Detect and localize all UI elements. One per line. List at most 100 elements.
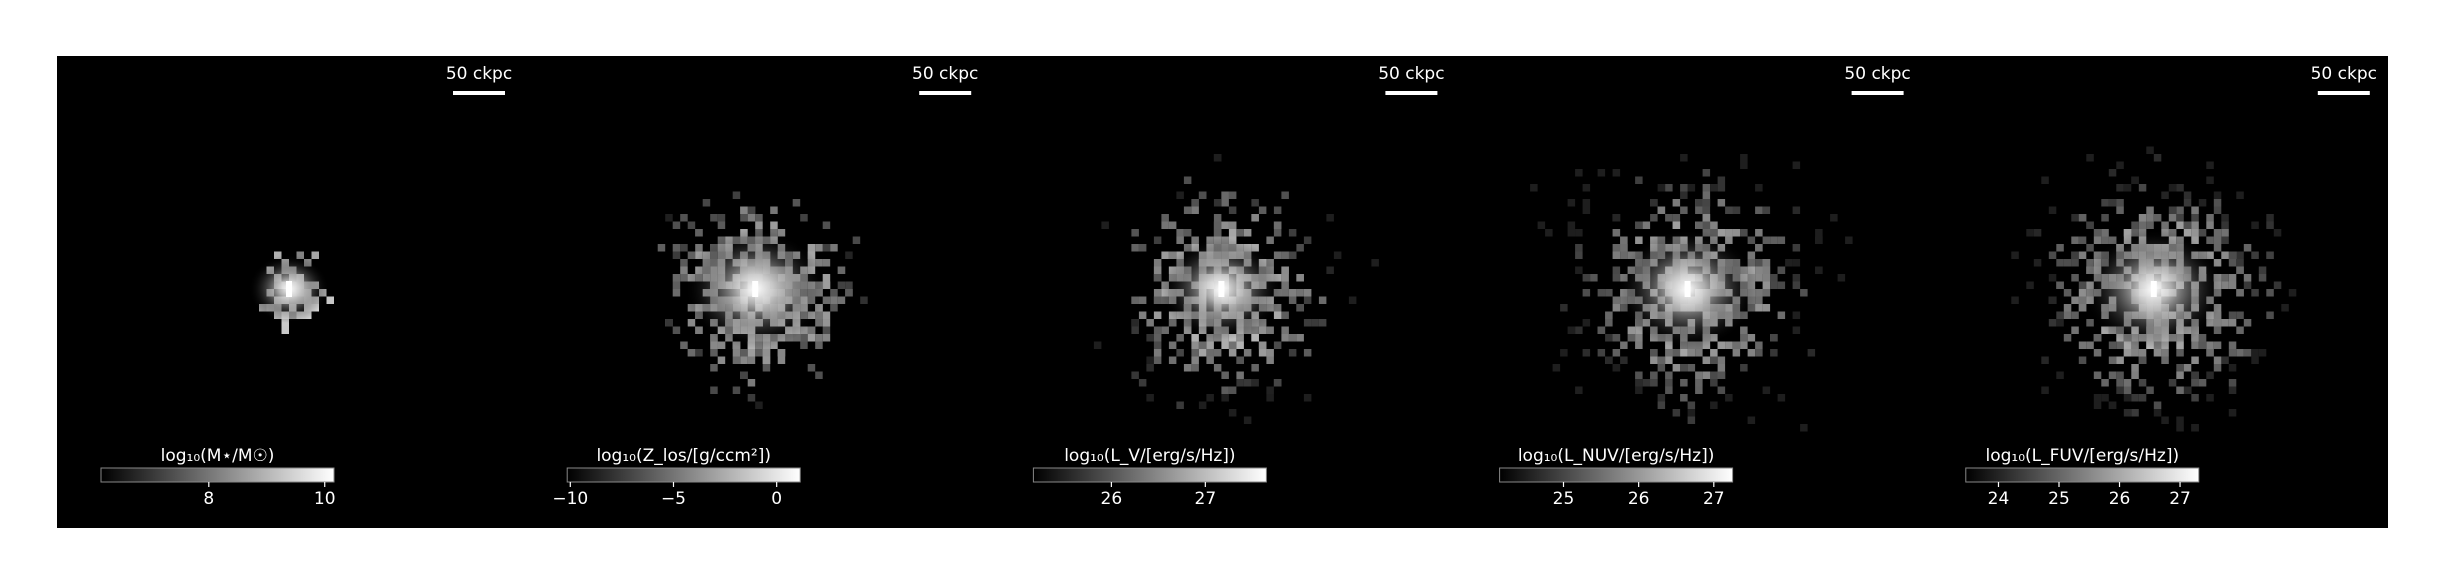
- pixel: [2101, 229, 2109, 237]
- pixel: [1221, 191, 1229, 199]
- pixel: [2086, 319, 2094, 327]
- pixel: [1281, 334, 1289, 342]
- pixel: [1303, 289, 1312, 297]
- colorbar-tick-label: 0: [771, 489, 782, 509]
- pixel: [1650, 371, 1658, 379]
- pixel: [2213, 206, 2222, 214]
- pixel: [1717, 176, 1726, 184]
- pixel: [2183, 191, 2192, 199]
- pixel: [1680, 379, 1688, 387]
- pixel: [680, 214, 688, 222]
- pixel: [1168, 319, 1177, 327]
- pixel: [755, 214, 763, 222]
- pixel: [2236, 349, 2244, 357]
- scale-bar: [453, 91, 505, 95]
- pixel: [770, 221, 778, 229]
- pixel: [2116, 199, 2124, 207]
- pixel: [1213, 199, 1222, 207]
- pixel: [2236, 259, 2244, 267]
- pixel: [1582, 274, 1591, 282]
- colorbar-tick-label: 24: [1988, 489, 2010, 509]
- pixel: [1251, 199, 1259, 207]
- pixel: [1221, 199, 1229, 207]
- pixel: [1146, 319, 1154, 327]
- pixel: [2056, 311, 2064, 319]
- pixel: [1710, 379, 1718, 387]
- pixel: [1198, 401, 1207, 409]
- pixel: [2183, 364, 2192, 372]
- pixel: [1755, 244, 1763, 252]
- pixel: [1650, 379, 1658, 387]
- pixel: [732, 356, 741, 364]
- pixel: [1695, 206, 1703, 214]
- colorbar-tick-label: 25: [1553, 489, 1575, 509]
- pixel: [1168, 251, 1177, 259]
- pixel: [2213, 229, 2222, 237]
- pixel: [1138, 311, 1147, 319]
- pixel: [1198, 191, 1207, 199]
- pixel: [1153, 356, 1162, 364]
- pixel: [1612, 349, 1621, 357]
- pixel: [1131, 244, 1139, 252]
- pixel: [695, 244, 703, 252]
- pixel: [2116, 386, 2124, 394]
- pixel: [1161, 221, 1169, 229]
- pixel: [2228, 379, 2237, 387]
- colorbar-label: log₁₀(M⋆/M☉): [161, 446, 275, 466]
- pixel: [1101, 221, 1109, 229]
- pixel: [680, 341, 688, 349]
- pixel: [740, 371, 748, 379]
- pixel: [1680, 154, 1688, 162]
- pixel: [2206, 214, 2214, 222]
- pixel: [1762, 236, 1771, 244]
- pixel: [2063, 311, 2072, 319]
- pixel: [680, 244, 688, 252]
- pixel: [1702, 184, 1711, 192]
- pixel: [732, 191, 741, 199]
- pixel: [1777, 311, 1786, 319]
- pixel: [762, 349, 771, 357]
- pixel: [1131, 229, 1139, 237]
- colorbar-tick-label: 10: [314, 489, 336, 509]
- pixel: [2251, 221, 2259, 229]
- pixel: [777, 229, 786, 237]
- pixel: [1281, 266, 1289, 274]
- pixel: [1236, 356, 1244, 364]
- pixel: [2101, 236, 2109, 244]
- pixel: [1687, 184, 1696, 192]
- pixel: [1710, 371, 1718, 379]
- pixel: [1747, 334, 1756, 342]
- scale-bar-label: 50 ckpc: [1844, 64, 1910, 84]
- pixel: [1138, 244, 1147, 252]
- pixel: [2123, 379, 2132, 387]
- pixel: [1168, 221, 1177, 229]
- pixel: [1612, 214, 1621, 222]
- pixel: [1228, 349, 1237, 357]
- pixel: [2228, 274, 2237, 282]
- pixel: [837, 266, 846, 274]
- scale-bar: [1851, 91, 1904, 95]
- pixel: [2123, 386, 2132, 394]
- pixel: [1672, 221, 1681, 229]
- pixel: [710, 349, 718, 357]
- pixel: [1288, 229, 1297, 237]
- pixel: [281, 326, 289, 334]
- pixel: [2116, 341, 2124, 349]
- pixel: [2221, 281, 2229, 289]
- pixel: [1273, 251, 1282, 259]
- pixel: [1221, 371, 1229, 379]
- pixel: [1288, 296, 1297, 304]
- pixel: [2116, 161, 2124, 169]
- pixel: [2183, 229, 2192, 237]
- pixel: [2048, 296, 2057, 304]
- pixel: [2056, 319, 2064, 327]
- pixel: [2101, 379, 2109, 387]
- pixel: [2138, 221, 2147, 229]
- pixel: [1311, 319, 1319, 327]
- pixel: [2228, 341, 2237, 349]
- pixel: [2228, 349, 2237, 357]
- pixel: [1161, 214, 1169, 222]
- pixel: [747, 356, 756, 364]
- pixel: [1755, 296, 1763, 304]
- pixel: [1762, 259, 1771, 267]
